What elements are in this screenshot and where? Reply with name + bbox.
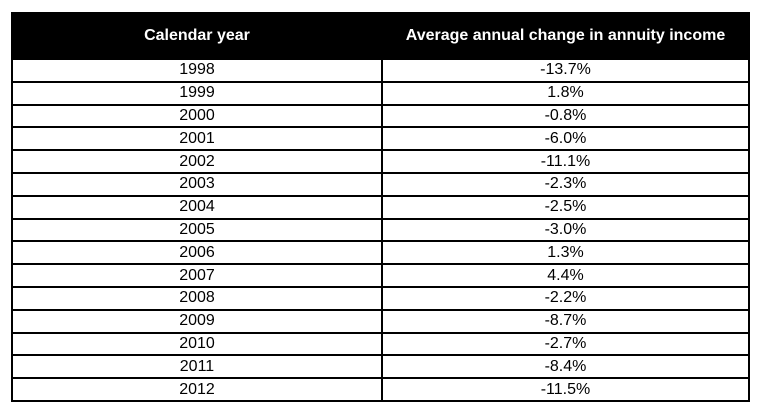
annual-change-cell: -8.4% xyxy=(380,354,751,380)
year-cell: 2001 xyxy=(11,126,383,152)
table-row: 2012 -11.5% xyxy=(11,377,751,402)
table-row: 2005 -3.0% xyxy=(11,217,751,243)
annual-change-cell: -11.1% xyxy=(380,149,751,174)
header-average-annual-change: Average annual change in annuity income xyxy=(380,12,751,60)
year-cell: 2009 xyxy=(11,308,383,334)
annual-change-cell: 1.8% xyxy=(380,80,751,106)
year-cell: 1999 xyxy=(11,80,383,106)
annual-change-cell: -2.3% xyxy=(380,171,751,197)
year-cell: 2003 xyxy=(11,171,383,197)
table-row: 2002 -11.1% xyxy=(11,149,751,174)
table-row: 2007 4.4% xyxy=(11,263,751,288)
annual-change-cell: 1.3% xyxy=(380,240,751,266)
year-cell: 2004 xyxy=(11,194,383,220)
annual-change-cell: -2.2% xyxy=(380,285,751,311)
table-row: 2009 -8.7% xyxy=(11,308,751,334)
header-calendar-year: Calendar year xyxy=(11,12,383,60)
table-row: 2008 -2.2% xyxy=(11,285,751,311)
annual-change-cell: 4.4% xyxy=(380,263,751,288)
annual-change-cell: -0.8% xyxy=(380,103,751,129)
year-cell: 2005 xyxy=(11,217,383,243)
year-cell: 2000 xyxy=(11,103,383,129)
table-row: 2011 -8.4% xyxy=(11,354,751,380)
table-row: 2003 -2.3% xyxy=(11,171,751,197)
year-cell: 2008 xyxy=(11,285,383,311)
table-row: 2001 -6.0% xyxy=(11,126,751,152)
annual-change-cell: -3.0% xyxy=(380,217,751,243)
table-row: 2000 -0.8% xyxy=(11,103,751,129)
year-cell: 1998 xyxy=(11,58,383,83)
annual-change-cell: -8.7% xyxy=(380,308,751,334)
annual-change-cell: -13.7% xyxy=(380,58,751,83)
table-row: 1998 -13.7% xyxy=(11,58,751,83)
year-cell: 2011 xyxy=(11,354,383,380)
annual-change-cell: -6.0% xyxy=(380,126,751,152)
table-row: 2004 -2.5% xyxy=(11,194,751,220)
annual-change-cell: -2.5% xyxy=(380,194,751,220)
annual-change-cell: -11.5% xyxy=(380,377,751,402)
annuity-income-table: Calendar year Average annual change in a… xyxy=(11,12,751,402)
year-cell: 2002 xyxy=(11,149,383,174)
table-row: 1999 1.8% xyxy=(11,80,751,106)
year-cell: 2007 xyxy=(11,263,383,288)
year-cell: 2006 xyxy=(11,240,383,266)
year-cell: 2010 xyxy=(11,331,383,357)
year-cell: 2012 xyxy=(11,377,383,402)
table-header-row: Calendar year Average annual change in a… xyxy=(11,12,751,60)
table-row: 2010 -2.7% xyxy=(11,331,751,357)
annual-change-cell: -2.7% xyxy=(380,331,751,357)
table-row: 2006 1.3% xyxy=(11,240,751,266)
